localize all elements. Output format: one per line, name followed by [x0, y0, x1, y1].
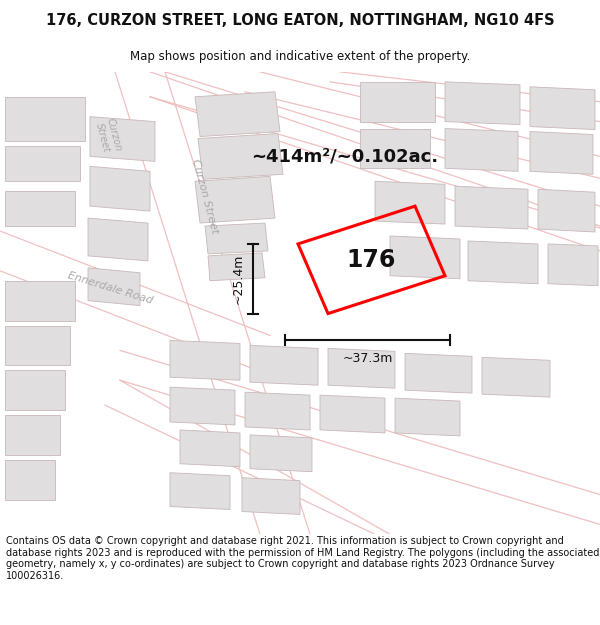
- Polygon shape: [5, 281, 75, 321]
- Polygon shape: [5, 97, 85, 141]
- Polygon shape: [5, 191, 75, 226]
- Polygon shape: [328, 348, 395, 388]
- Polygon shape: [198, 134, 283, 179]
- Polygon shape: [88, 218, 148, 261]
- Polygon shape: [5, 370, 65, 410]
- Polygon shape: [360, 129, 430, 168]
- Polygon shape: [170, 341, 240, 380]
- Text: ~414m²/~0.102ac.: ~414m²/~0.102ac.: [251, 148, 439, 166]
- Polygon shape: [115, 72, 310, 534]
- Text: Curzon
Street: Curzon Street: [93, 118, 123, 156]
- Text: ~25.4m: ~25.4m: [232, 254, 245, 304]
- Text: 176: 176: [347, 248, 396, 272]
- Polygon shape: [5, 460, 55, 499]
- Polygon shape: [395, 398, 460, 436]
- Text: 176, CURZON STREET, LONG EATON, NOTTINGHAM, NG10 4FS: 176, CURZON STREET, LONG EATON, NOTTINGH…: [46, 12, 554, 28]
- Polygon shape: [320, 395, 385, 433]
- Polygon shape: [250, 435, 312, 472]
- Polygon shape: [90, 117, 155, 161]
- Polygon shape: [445, 82, 520, 124]
- Polygon shape: [208, 253, 265, 281]
- Polygon shape: [5, 326, 70, 365]
- Polygon shape: [242, 478, 300, 514]
- Polygon shape: [170, 472, 230, 509]
- Polygon shape: [150, 72, 600, 251]
- Polygon shape: [180, 430, 240, 467]
- Polygon shape: [455, 186, 528, 229]
- Polygon shape: [250, 346, 318, 385]
- Polygon shape: [195, 92, 280, 136]
- Polygon shape: [0, 231, 270, 336]
- Polygon shape: [530, 87, 595, 129]
- Polygon shape: [445, 129, 518, 171]
- Text: Contains OS data © Crown copyright and database right 2021. This information is : Contains OS data © Crown copyright and d…: [6, 536, 599, 581]
- Polygon shape: [375, 181, 445, 224]
- Polygon shape: [405, 353, 472, 393]
- Polygon shape: [205, 223, 268, 254]
- Polygon shape: [170, 387, 235, 425]
- Polygon shape: [245, 392, 310, 430]
- Polygon shape: [120, 351, 600, 524]
- Text: Ennerdale Road: Ennerdale Road: [66, 270, 154, 306]
- Polygon shape: [5, 146, 80, 181]
- Polygon shape: [5, 415, 60, 455]
- Polygon shape: [88, 268, 140, 306]
- Polygon shape: [538, 189, 595, 232]
- Text: Curzon Street: Curzon Street: [190, 158, 220, 234]
- Polygon shape: [390, 236, 460, 279]
- Polygon shape: [360, 82, 435, 122]
- Polygon shape: [90, 166, 150, 211]
- Polygon shape: [530, 131, 593, 174]
- Polygon shape: [482, 357, 550, 397]
- Polygon shape: [195, 176, 275, 223]
- Text: Map shows position and indicative extent of the property.: Map shows position and indicative extent…: [130, 49, 470, 62]
- Polygon shape: [548, 244, 598, 286]
- Polygon shape: [468, 241, 538, 284]
- Text: ~37.3m: ~37.3m: [343, 352, 392, 366]
